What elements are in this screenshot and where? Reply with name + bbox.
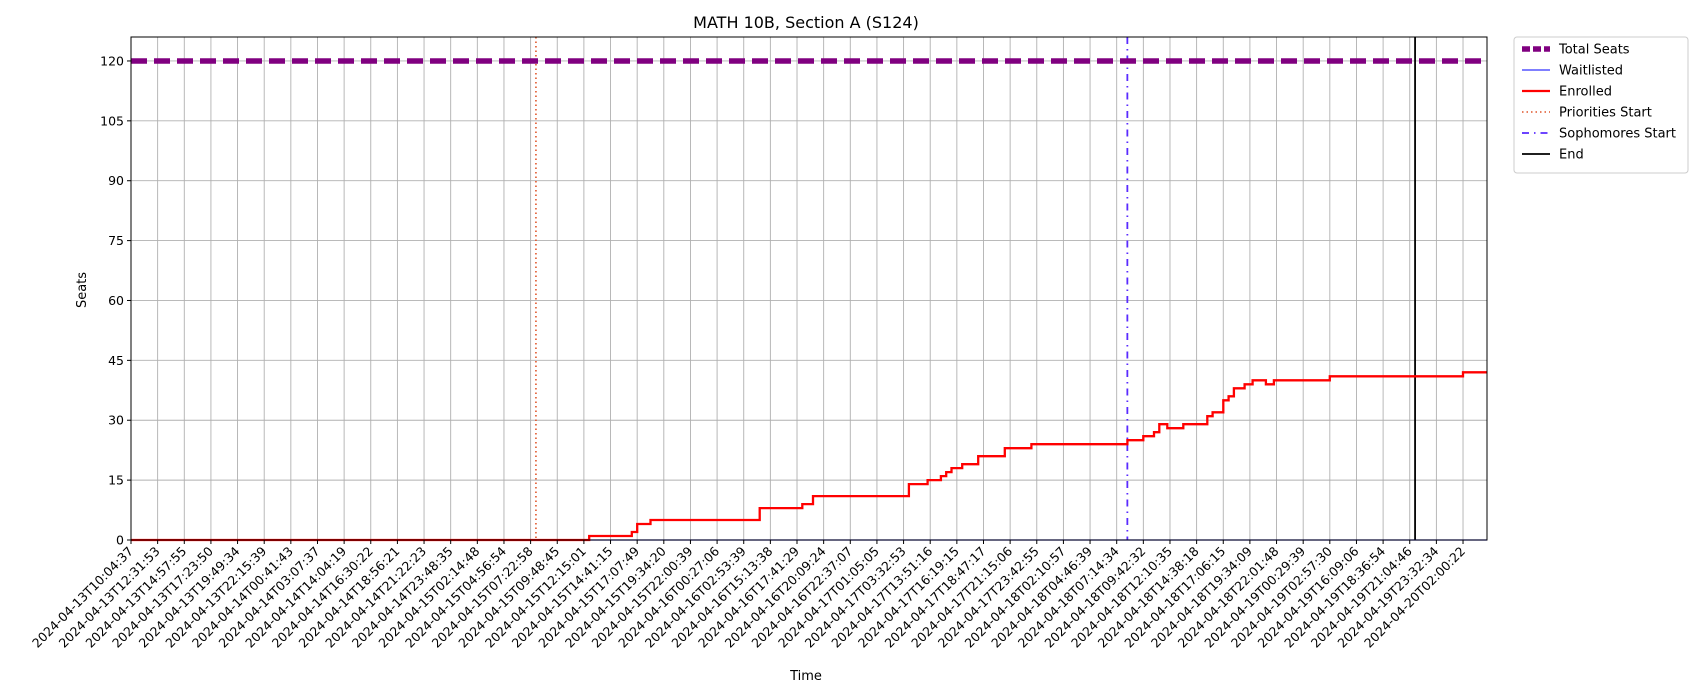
y-tick-label: 15	[108, 473, 124, 488]
chart-title: MATH 10B, Section A (S124)	[693, 13, 919, 32]
y-tick-label: 90	[108, 173, 124, 188]
y-tick-label: 45	[108, 353, 124, 368]
y-tick-label: 30	[108, 413, 124, 428]
legend-label-waitlisted: Waitlisted	[1559, 64, 1623, 79]
legend-label-enrolled: Enrolled	[1559, 85, 1612, 100]
legend: Total Seats Waitlisted Enrolled Priorities …	[1513, 36, 1689, 174]
y-tick-label: 120	[100, 53, 124, 68]
y-tick-label: 75	[108, 233, 124, 248]
y-tick-label: 0	[116, 533, 124, 548]
legend-label-priorities-start: Priorities Start	[1559, 106, 1652, 121]
y-tick-label: 105	[100, 113, 124, 128]
legend-label-end: End	[1559, 148, 1584, 163]
marker-lines	[535, 37, 1416, 540]
plot-frame	[130, 36, 1488, 541]
x-axis-ticks: 2024-04-13T10:04:372024-04-13T12:31:5320…	[29, 540, 1468, 651]
y-axis-ticks: 0 15 30 45 60 75 90 105 120	[100, 53, 131, 548]
y-axis-label: Seats	[75, 272, 90, 308]
series-line-enrolled	[131, 371, 1487, 542]
grid	[130, 37, 1487, 541]
legend-box	[1513, 36, 1689, 174]
legend-label-total-seats: Total Seats	[1558, 43, 1630, 58]
y-tick-label: 60	[108, 293, 124, 308]
legend-label-sophomores-start: Sophomores Start	[1559, 127, 1676, 142]
x-axis-label: Time	[789, 669, 822, 684]
